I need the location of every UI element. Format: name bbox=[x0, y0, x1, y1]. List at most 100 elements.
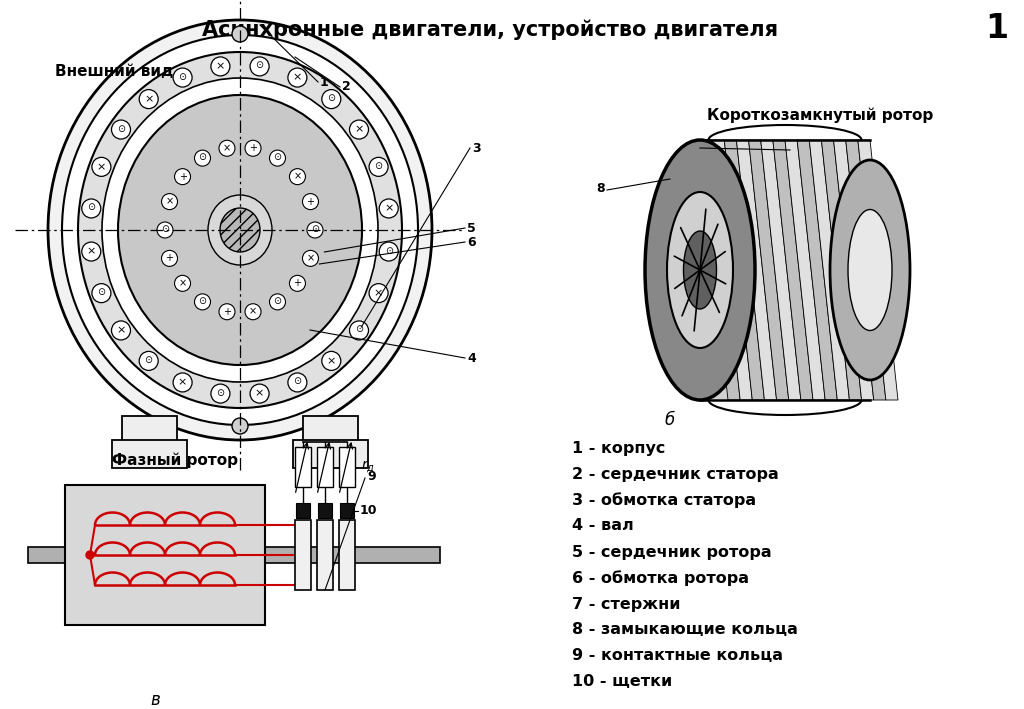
Bar bbox=[112, 440, 187, 468]
Circle shape bbox=[302, 194, 318, 210]
Text: +: + bbox=[294, 279, 301, 289]
Text: ⊙: ⊙ bbox=[355, 325, 364, 335]
Polygon shape bbox=[858, 140, 898, 400]
Circle shape bbox=[288, 68, 307, 87]
Text: 9 - контактные кольца: 9 - контактные кольца bbox=[572, 649, 783, 664]
Polygon shape bbox=[821, 140, 861, 400]
Polygon shape bbox=[761, 140, 801, 400]
Text: ×: × bbox=[306, 253, 314, 263]
Bar bbox=[296, 503, 310, 518]
Text: 8 - замыкающие кольца: 8 - замыкающие кольца bbox=[572, 623, 798, 637]
Ellipse shape bbox=[220, 208, 260, 252]
Text: 5 - сердечник ротора: 5 - сердечник ротора bbox=[572, 545, 772, 559]
Bar bbox=[65, 485, 265, 625]
Text: +: + bbox=[223, 307, 231, 317]
Text: ×: × bbox=[117, 325, 126, 335]
Circle shape bbox=[92, 157, 111, 177]
Circle shape bbox=[232, 418, 248, 434]
Text: ×: × bbox=[293, 72, 302, 82]
Text: ⊙: ⊙ bbox=[144, 355, 153, 365]
Text: ×: × bbox=[384, 203, 393, 213]
Circle shape bbox=[322, 89, 341, 108]
Text: ×: × bbox=[166, 196, 174, 206]
Text: 10: 10 bbox=[360, 504, 378, 517]
Text: 4 - вал: 4 - вал bbox=[572, 518, 634, 533]
Text: Асинхронные двигатели, устройство двигателя: Асинхронные двигатели, устройство двигат… bbox=[202, 20, 778, 40]
Bar bbox=[317, 520, 333, 590]
Ellipse shape bbox=[830, 160, 910, 380]
Text: ×: × bbox=[96, 162, 106, 172]
Text: ⊙: ⊙ bbox=[273, 296, 282, 306]
Circle shape bbox=[379, 242, 398, 261]
Text: ⊙: ⊙ bbox=[216, 388, 224, 398]
Text: ⊙: ⊙ bbox=[311, 224, 319, 234]
Polygon shape bbox=[773, 140, 813, 400]
Circle shape bbox=[211, 384, 230, 403]
Ellipse shape bbox=[48, 20, 432, 440]
Text: 3: 3 bbox=[472, 142, 480, 155]
Bar bbox=[295, 520, 311, 590]
Text: 6 - обмотка ротора: 6 - обмотка ротора bbox=[572, 570, 749, 586]
Circle shape bbox=[245, 303, 261, 320]
Text: 3 - обмотка статора: 3 - обмотка статора bbox=[572, 492, 756, 508]
Text: б: б bbox=[665, 411, 675, 429]
Polygon shape bbox=[700, 140, 740, 400]
Circle shape bbox=[86, 551, 94, 559]
Bar bbox=[340, 503, 354, 518]
Text: ×: × bbox=[354, 125, 364, 135]
Text: ⊙: ⊙ bbox=[199, 296, 207, 306]
Text: ×: × bbox=[223, 143, 231, 153]
Text: ⊙: ⊙ bbox=[256, 60, 263, 70]
Text: +: + bbox=[178, 172, 186, 182]
Circle shape bbox=[211, 57, 230, 76]
Circle shape bbox=[92, 284, 111, 303]
Polygon shape bbox=[724, 140, 765, 400]
Ellipse shape bbox=[78, 52, 402, 408]
Text: 5: 5 bbox=[467, 221, 476, 235]
Ellipse shape bbox=[667, 192, 733, 348]
Circle shape bbox=[219, 140, 234, 156]
Circle shape bbox=[245, 140, 261, 156]
Circle shape bbox=[250, 57, 269, 76]
Circle shape bbox=[174, 275, 190, 291]
Circle shape bbox=[139, 89, 158, 108]
Text: 10 - щетки: 10 - щетки bbox=[572, 674, 672, 689]
Text: ×: × bbox=[178, 279, 186, 289]
Text: ⊙: ⊙ bbox=[199, 152, 207, 162]
Text: +: + bbox=[249, 143, 257, 153]
Circle shape bbox=[269, 294, 286, 310]
Text: ⊙: ⊙ bbox=[375, 161, 383, 171]
Text: 6: 6 bbox=[467, 235, 475, 248]
Text: 1 - корпус: 1 - корпус bbox=[572, 440, 666, 455]
Text: 1: 1 bbox=[319, 75, 329, 89]
Ellipse shape bbox=[102, 78, 378, 382]
Circle shape bbox=[232, 26, 248, 42]
Text: ⊙: ⊙ bbox=[87, 203, 95, 213]
Text: в: в bbox=[151, 691, 160, 709]
Circle shape bbox=[307, 222, 323, 238]
Text: ⊙: ⊙ bbox=[117, 123, 125, 133]
Text: ×: × bbox=[87, 247, 96, 257]
Bar bbox=[295, 447, 311, 487]
Text: 7 - стержни: 7 - стержни bbox=[572, 596, 681, 611]
Text: 7: 7 bbox=[689, 140, 698, 152]
Text: ⊙: ⊙ bbox=[178, 72, 186, 82]
Text: 8: 8 bbox=[596, 182, 605, 194]
Text: ⊙: ⊙ bbox=[161, 224, 169, 234]
Polygon shape bbox=[712, 140, 753, 400]
Text: ×: × bbox=[249, 307, 257, 317]
Circle shape bbox=[302, 250, 318, 267]
Circle shape bbox=[82, 242, 100, 261]
Ellipse shape bbox=[118, 95, 362, 365]
Circle shape bbox=[195, 294, 211, 310]
Circle shape bbox=[379, 199, 398, 218]
Ellipse shape bbox=[62, 35, 418, 425]
Circle shape bbox=[162, 250, 177, 267]
Circle shape bbox=[157, 222, 173, 238]
Text: ×: × bbox=[216, 62, 225, 72]
Polygon shape bbox=[809, 140, 850, 400]
Circle shape bbox=[250, 384, 269, 403]
Bar bbox=[293, 440, 368, 468]
Text: Короткозамкнутый ротор: Короткозамкнутый ротор bbox=[707, 107, 933, 123]
Bar bbox=[339, 447, 355, 487]
